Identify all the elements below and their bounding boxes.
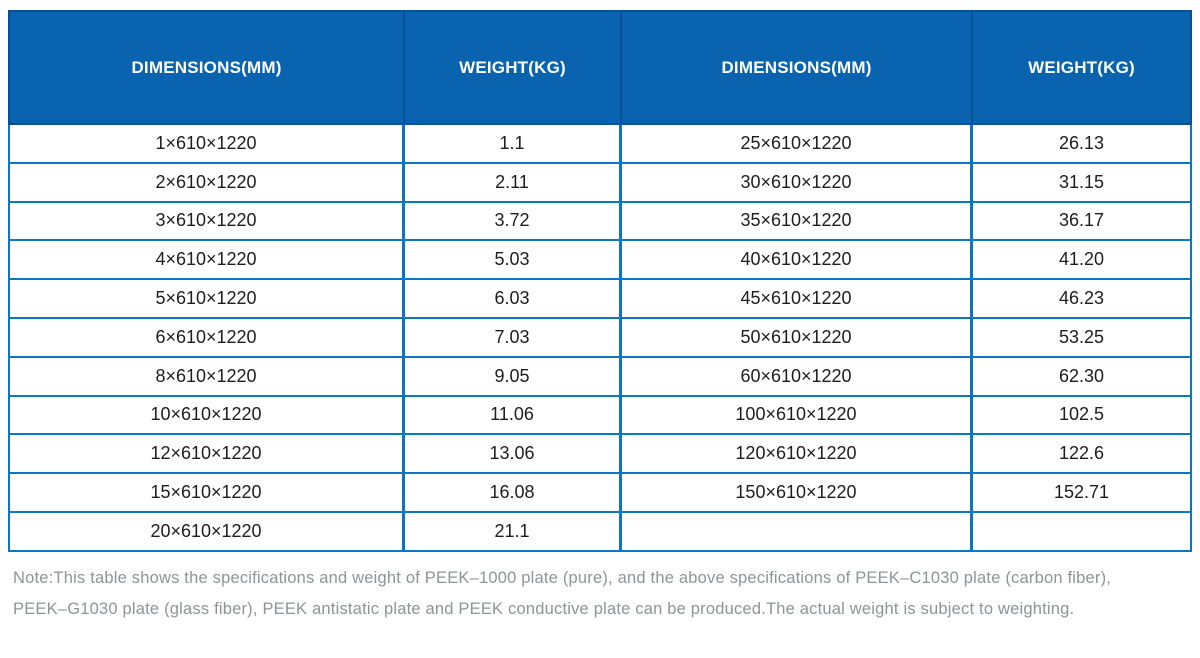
weight-cell: 6.03 [405,280,622,319]
weight-cell: 13.06 [405,435,622,475]
col-header-weight-right: WEIGHT(KG) [973,10,1192,125]
dimension-cell: 3×610×1220 [8,202,405,242]
weight-cell: 41.20 [973,241,1192,281]
weight-cell: 5.03 [405,241,622,281]
dimension-cell: 2×610×1220 [8,163,405,203]
dimension-cell: 10×610×1220 [8,396,405,436]
weight-cell: 2.11 [405,163,622,203]
table-row: 6×610×1220 7.03 50×610×1220 53.25 [8,318,1192,358]
dimension-cell: 1×610×1220 [8,125,405,164]
weight-cell-empty [973,512,1192,552]
weight-cell: 102.5 [973,396,1192,436]
col-header-dimensions-left: DIMENSIONS(MM) [8,10,405,125]
dimension-cell: 8×610×1220 [8,357,405,397]
dimension-cell: 5×610×1220 [8,280,405,319]
dimension-cell: 35×610×1220 [622,202,973,242]
weight-cell: 11.06 [405,396,622,436]
footnote-line-1: Note:This table shows the specifications… [13,568,1112,587]
col-header-weight-left: WEIGHT(KG) [405,10,622,125]
weight-cell: 62.30 [973,357,1192,397]
weight-cell: 152.71 [973,474,1192,513]
peek-plate-spec-table: DIMENSIONS(MM) WEIGHT(KG) DIMENSIONS(MM)… [8,10,1192,552]
weight-cell: 46.23 [973,280,1192,319]
table-row: 15×610×1220 16.08 150×610×1220 152.71 [8,474,1192,513]
header-row: DIMENSIONS(MM) WEIGHT(KG) DIMENSIONS(MM)… [8,10,1192,125]
weight-cell: 21.1 [405,512,622,552]
dimension-cell: 150×610×1220 [622,474,973,513]
weight-cell: 1.1 [405,125,622,164]
weight-cell: 3.72 [405,202,622,242]
dimension-cell: 45×610×1220 [622,280,973,319]
table-row: 12×610×1220 13.06 120×610×1220 122.6 [8,435,1192,475]
page: DIMENSIONS(MM) WEIGHT(KG) DIMENSIONS(MM)… [0,10,1200,658]
dimension-cell: 25×610×1220 [622,125,973,164]
dimension-cell: 12×610×1220 [8,435,405,475]
dimension-cell: 50×610×1220 [622,318,973,358]
dimension-cell: 30×610×1220 [622,163,973,203]
table-row: 10×610×1220 11.06 100×610×1220 102.5 [8,396,1192,436]
table-row: 1×610×1220 1.1 25×610×1220 26.13 [8,125,1192,164]
table-row: 5×610×1220 6.03 45×610×1220 46.23 [8,280,1192,319]
weight-cell: 36.17 [973,202,1192,242]
dimension-cell: 6×610×1220 [8,318,405,358]
col-header-dimensions-right: DIMENSIONS(MM) [622,10,973,125]
weight-cell: 122.6 [973,435,1192,475]
weight-cell: 7.03 [405,318,622,358]
footnote: Note:This table shows the specifications… [13,563,1186,625]
table-row: 20×610×1220 21.1 [8,512,1192,552]
table-body: 1×610×1220 1.1 25×610×1220 26.13 2×610×1… [8,125,1192,552]
weight-cell: 31.15 [973,163,1192,203]
dimension-cell: 40×610×1220 [622,241,973,281]
table-row: 3×610×1220 3.72 35×610×1220 36.17 [8,202,1192,242]
table-row: 4×610×1220 5.03 40×610×1220 41.20 [8,241,1192,281]
dimension-cell: 15×610×1220 [8,474,405,513]
dimension-cell: 4×610×1220 [8,241,405,281]
weight-cell: 16.08 [405,474,622,513]
dimension-cell-empty [622,512,973,552]
table-row: 8×610×1220 9.05 60×610×1220 62.30 [8,357,1192,397]
dimension-cell: 120×610×1220 [622,435,973,475]
weight-cell: 53.25 [973,318,1192,358]
table-row: 2×610×1220 2.11 30×610×1220 31.15 [8,163,1192,203]
dimension-cell: 20×610×1220 [8,512,405,552]
dimension-cell: 60×610×1220 [622,357,973,397]
footnote-line-2: PEEK–G1030 plate (glass fiber), PEEK ant… [13,599,1075,618]
weight-cell: 9.05 [405,357,622,397]
dimension-cell: 100×610×1220 [622,396,973,436]
weight-cell: 26.13 [973,125,1192,164]
